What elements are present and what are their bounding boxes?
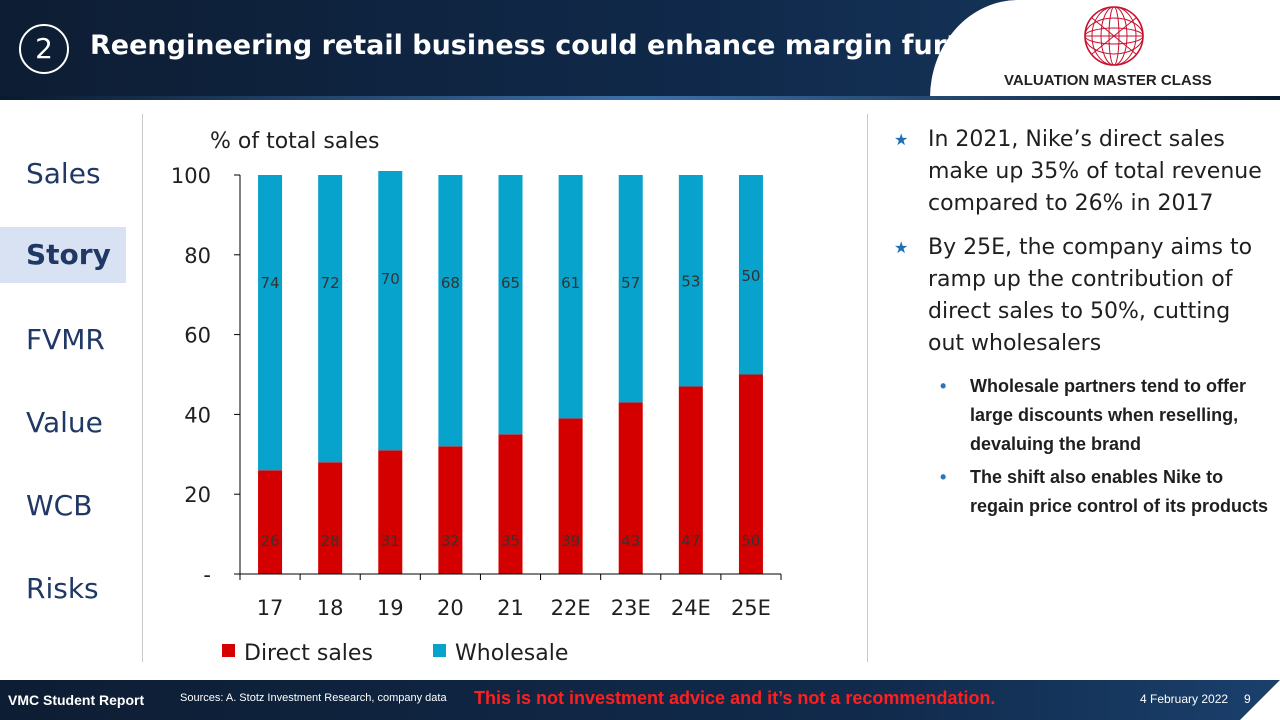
dot-bullet-icon: • [940, 376, 947, 396]
bar-direct-sales [738, 374, 763, 574]
footer-corner-decoration [1240, 680, 1280, 720]
bar-wholesale [498, 175, 523, 435]
data-label-wholesale: 68 [441, 274, 460, 292]
data-label-direct-sales: 43 [621, 532, 640, 550]
nav-item-value[interactable]: Value [26, 406, 103, 439]
data-label-direct-sales: 47 [681, 532, 700, 550]
bars-group: 26 74 28 72 31 70 32 68 35 65 39 61 43 57 47 53 50 50 [258, 171, 763, 574]
data-label-wholesale: 50 [741, 267, 760, 285]
bullet-2-text: By 25E, the company aims to ramp up the … [928, 235, 1253, 356]
y-tick-label: - [203, 563, 211, 587]
data-label-wholesale: 70 [381, 270, 400, 288]
bar-direct-sales [618, 402, 643, 574]
star-bullet-icon: ★ [894, 130, 909, 149]
bar-direct-sales [498, 434, 523, 574]
footer-date: 4 February 2022 [1140, 692, 1229, 706]
data-label-direct-sales: 31 [381, 532, 400, 550]
star-bullet-icon: ★ [894, 238, 909, 257]
data-label-direct-sales: 26 [261, 532, 280, 550]
x-tick-label: 24E [671, 596, 711, 620]
stacked-bar-chart: % of total sales - 20 40 60 80 100 26 74 28 72 31… [171, 129, 782, 666]
legend-swatch [222, 644, 235, 657]
sub-bullet-2-text: The shift also enables Nike to regain pr… [970, 467, 1269, 516]
bar-direct-sales [438, 446, 463, 574]
nav-item-story[interactable]: Story [0, 227, 126, 283]
y-tick-label: 40 [184, 403, 211, 427]
data-label-wholesale: 74 [261, 274, 280, 292]
bar-wholesale [558, 175, 583, 419]
x-tick-label: 23E [611, 596, 651, 620]
chart-legend: Direct sales Wholesale [222, 641, 568, 666]
x-tick-label: 22E [551, 596, 591, 620]
x-tick-label: 25E [731, 596, 771, 620]
sub-bullet-1: • Wholesale partners tend to offer large … [890, 372, 1270, 459]
footer-disclaimer: This is not investment advice and it’s n… [474, 688, 996, 708]
bullet-2: ★ By 25E, the company aims to ramp up the… [890, 232, 1270, 360]
bar-wholesale [618, 175, 643, 403]
bullet-1-text: In 2021, Nike’s direct sales make up 35%… [928, 127, 1262, 216]
brand-name: VALUATION MASTER CLASS [1004, 72, 1212, 89]
legend-label: Direct sales [244, 641, 373, 666]
x-tick-label: 18 [317, 596, 344, 620]
y-tick-label: 80 [184, 244, 211, 268]
bar-direct-sales [678, 386, 703, 574]
chart-title: % of total sales [210, 129, 379, 154]
x-tick-label: 19 [377, 596, 404, 620]
header-bar: 2 Reengineering retail business could en… [0, 0, 1280, 100]
bar-wholesale [258, 175, 283, 471]
y-tick-label: 100 [171, 164, 211, 188]
bar-wholesale [678, 175, 703, 387]
logo-panel: VALUATION MASTER CLASS [930, 0, 1280, 98]
y-axis: - 20 40 60 80 100 [171, 164, 241, 587]
y-tick-label: 20 [184, 483, 211, 507]
data-label-direct-sales: 35 [501, 532, 520, 550]
data-label-wholesale: 53 [681, 273, 700, 291]
divider-left [142, 114, 143, 662]
nav-item-wcb[interactable]: WCB [26, 489, 93, 522]
x-tick-label: 20 [437, 596, 464, 620]
globe-logo-icon [1084, 6, 1144, 66]
y-tick-label: 60 [184, 324, 211, 348]
x-tick-label: 21 [497, 596, 524, 620]
data-label-direct-sales: 39 [561, 532, 580, 550]
nav-item-risks[interactable]: Risks [26, 572, 99, 605]
commentary-bullets: ★ In 2021, Nike’s direct sales make up 35… [890, 124, 1270, 525]
data-label-wholesale: 61 [561, 274, 580, 292]
bar-wholesale [378, 171, 403, 451]
x-axis: 17 18 19 20 21 22E 23E 24E 25E [239, 573, 782, 620]
sub-bullet-1-text: Wholesale partners tend to offer large d… [970, 376, 1247, 454]
bar-direct-sales [318, 462, 343, 574]
dot-bullet-icon: • [940, 467, 947, 487]
data-label-direct-sales: 50 [741, 532, 760, 550]
data-label-wholesale: 65 [501, 274, 520, 292]
bar-wholesale [738, 175, 763, 375]
data-label-wholesale: 57 [621, 274, 640, 292]
legend-label: Wholesale [455, 641, 568, 666]
bar-wholesale [438, 175, 463, 447]
sub-bullet-2: • The shift also enables Nike to regain p… [890, 463, 1270, 521]
divider-right [867, 114, 868, 662]
data-label-direct-sales: 28 [321, 532, 340, 550]
x-tick-label: 17 [257, 596, 284, 620]
footer-report-label: VMC Student Report [8, 692, 145, 708]
bar-direct-sales [258, 470, 283, 574]
data-label-direct-sales: 32 [441, 532, 460, 550]
bar-wholesale [318, 175, 343, 463]
data-label-wholesale: 72 [321, 274, 340, 292]
nav-item-sales[interactable]: Sales [26, 157, 101, 190]
bar-direct-sales [558, 418, 583, 574]
section-number-badge: 2 [19, 24, 69, 74]
legend-swatch [433, 644, 446, 657]
footer-bar: VMC Student Report Sources: A. Stotz Inv… [0, 680, 1280, 720]
page-title: Reengineering retail business could enha… [90, 30, 1010, 61]
bar-direct-sales [378, 450, 403, 574]
nav-item-fvmr[interactable]: FVMR [26, 323, 105, 356]
footer-sources: Sources: A. Stotz Investment Research, c… [180, 692, 447, 704]
bullet-1: ★ In 2021, Nike’s direct sales make up 35… [890, 124, 1270, 220]
